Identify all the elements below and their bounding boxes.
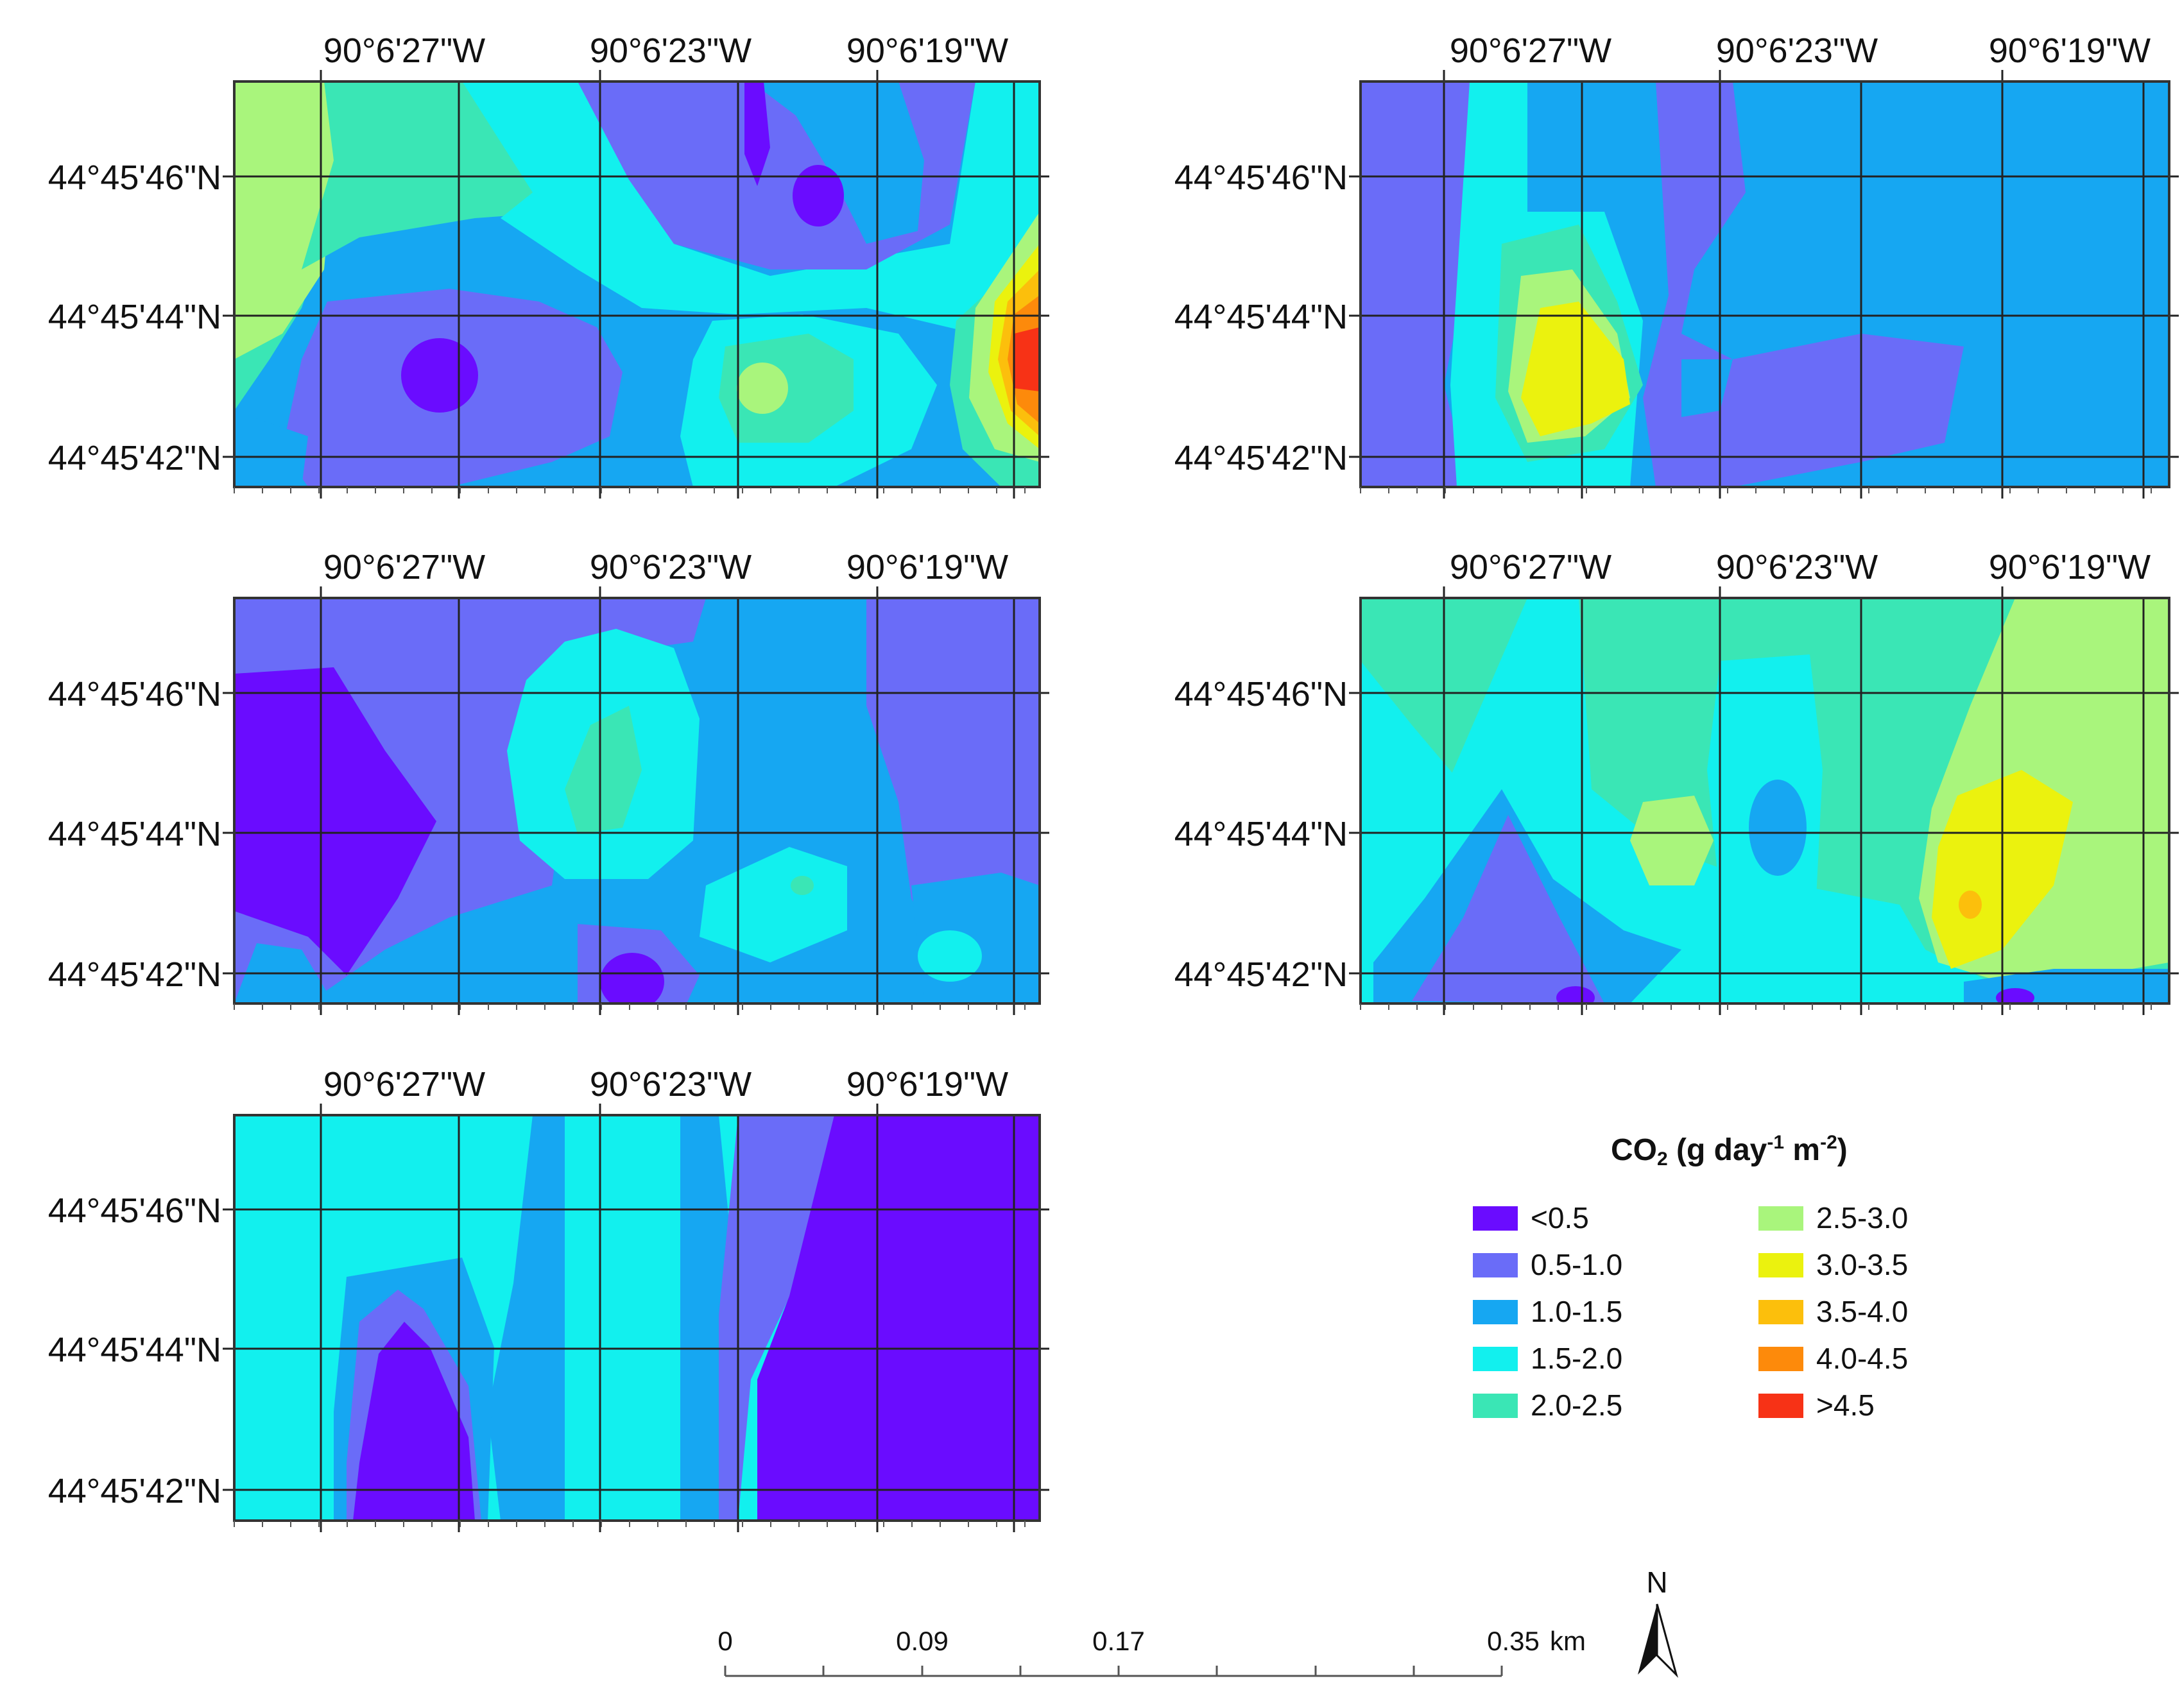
lon-label: 90°6'19"W (1989, 31, 2151, 70)
legend-swatch (1758, 1347, 1803, 1371)
scale-label-0: 0 (717, 1626, 732, 1656)
lat-label: 44°45'42"N (1174, 955, 1348, 994)
legend-swatch (1758, 1253, 1803, 1277)
legend-label: 4.0-4.5 (1816, 1342, 1908, 1375)
panel-border (1359, 80, 2170, 488)
scale-label-017: 0.17 (1092, 1626, 1145, 1656)
lat-label: 44°45'44"N (48, 1331, 221, 1369)
lat-label: 44°45'46"N (48, 1191, 221, 1230)
legend-item: >4.5 (1758, 1388, 1875, 1422)
map-panel-middle-left (234, 598, 1040, 1003)
lon-label: 90°6'27"W (1450, 548, 1611, 586)
lat-label: 44°45'42"N (48, 955, 221, 994)
legend-item: <0.5 (1473, 1201, 1589, 1234)
lon-label: 90°6'19"W (846, 548, 1008, 586)
legend-item: 3.5-4.0 (1758, 1295, 1908, 1328)
scale-bar: 0 0.09 0.17 0.35 km (717, 1626, 1586, 1677)
legend-swatch (1473, 1347, 1518, 1371)
legend-swatch (1758, 1394, 1803, 1418)
legend-item: 0.5-1.0 (1473, 1248, 1622, 1281)
legend-swatch (1758, 1206, 1803, 1231)
panel-border (1359, 597, 2170, 1005)
lat-label: 44°45'44"N (48, 298, 221, 336)
map-panel-bottom-left (234, 1115, 1040, 1521)
panel-frame-4: 90°6'27"W 90°6'23"W 90°6'19"W 44°45'46"N 44°… (1174, 548, 2179, 1015)
map-panel-middle-right (1361, 598, 2169, 1003)
lon-label: 90°6'27"W (1450, 31, 1611, 70)
legend-label: 0.5-1.0 (1531, 1248, 1622, 1281)
map-panel-top-left (234, 81, 1040, 487)
legend-swatch (1473, 1253, 1518, 1277)
lon-label: 90°6'27"W (323, 31, 485, 70)
legend-swatch (1473, 1300, 1518, 1324)
north-arrow-icon-right (1656, 1603, 1678, 1678)
lon-label: 90°6'23"W (1716, 31, 1878, 70)
legend-item: 4.0-4.5 (1758, 1342, 1908, 1375)
scale-label-009: 0.09 (896, 1626, 949, 1656)
legend: CO2 (g day-1 m-2) <0.5 0.5-1.0 1.0-1.5 1.5-… (1473, 1132, 1908, 1422)
panel-border (233, 1114, 1041, 1522)
lat-label: 44°45'42"N (48, 1472, 221, 1510)
lon-label: 90°6'19"W (846, 31, 1008, 70)
map-panel-top-right (1361, 81, 2169, 487)
north-arrow: N (1638, 1566, 1678, 1678)
panel-frame-2: 90°6'27"W 90°6'23"W 90°6'19"W 44°45'46"N 44°… (1174, 31, 2179, 499)
legend-swatch (1473, 1394, 1518, 1418)
legend-label: 2.0-2.5 (1531, 1388, 1622, 1422)
panel-border (233, 597, 1041, 1005)
legend-item: 2.5-3.0 (1758, 1201, 1908, 1234)
lat-label: 44°45'46"N (1174, 158, 1348, 197)
lat-label: 44°45'46"N (48, 158, 221, 197)
legend-swatch (1473, 1206, 1518, 1231)
legend-label: 2.5-3.0 (1816, 1201, 1908, 1234)
panel-border (233, 80, 1041, 488)
lat-label: 44°45'44"N (1174, 815, 1348, 853)
lat-label: 44°45'42"N (1174, 439, 1348, 477)
north-label: N (1646, 1566, 1667, 1599)
legend-label: 1.5-2.0 (1531, 1342, 1622, 1375)
legend-item: 1.0-1.5 (1473, 1295, 1622, 1328)
panel-frame-3: 90°6'27"W 90°6'23"W 90°6'19"W 44°45'46"N 44°… (48, 548, 1049, 1015)
lon-label: 90°6'23"W (1716, 548, 1878, 586)
legend-swatch (1758, 1300, 1803, 1324)
lon-label: 90°6'27"W (323, 548, 485, 586)
lon-label: 90°6'23"W (590, 548, 752, 586)
north-arrow-icon (1638, 1604, 1657, 1675)
lat-label: 44°45'42"N (48, 439, 221, 477)
legend-item: 3.0-3.5 (1758, 1248, 1908, 1281)
legend-items: <0.5 0.5-1.0 1.0-1.5 1.5-2.0 2.0-2.5 2.5-3.0 3… (1473, 1201, 1908, 1422)
lon-label: 90°6'23"W (590, 31, 752, 70)
lon-label: 90°6'19"W (1989, 548, 2151, 586)
legend-label: 1.0-1.5 (1531, 1295, 1622, 1328)
scale-unit: km (1550, 1626, 1586, 1656)
legend-item: 1.5-2.0 (1473, 1342, 1622, 1375)
legend-label: 3.0-3.5 (1816, 1248, 1908, 1281)
legend-label: 3.5-4.0 (1816, 1295, 1908, 1328)
panel-frames: 90°6'27"W 90°6'23"W 90°6'19"W 44°45'46"N 44°… (48, 31, 2179, 1532)
scale-ticks (724, 1666, 1503, 1676)
panel-frame-1: 90°6'27"W 90°6'23"W 90°6'19"W 44°45'46"N 44°… (48, 31, 1049, 499)
legend-item: 2.0-2.5 (1473, 1388, 1622, 1422)
legend-title: CO2 (g day-1 m-2) (1611, 1132, 1848, 1170)
legend-label: >4.5 (1816, 1388, 1875, 1422)
lon-label: 90°6'23"W (590, 1065, 752, 1104)
legend-label: <0.5 (1531, 1201, 1589, 1234)
lon-label: 90°6'27"W (323, 1065, 485, 1104)
scale-label-035: 0.35 (1487, 1626, 1540, 1656)
panel-frame-5: 90°6'27"W 90°6'23"W 90°6'19"W 44°45'46"N 44°… (48, 1065, 1049, 1532)
lat-label: 44°45'44"N (48, 815, 221, 853)
lat-label: 44°45'46"N (48, 675, 221, 713)
lat-label: 44°45'46"N (1174, 675, 1348, 713)
lon-label: 90°6'19"W (846, 1065, 1008, 1104)
lat-label: 44°45'44"N (1174, 298, 1348, 336)
